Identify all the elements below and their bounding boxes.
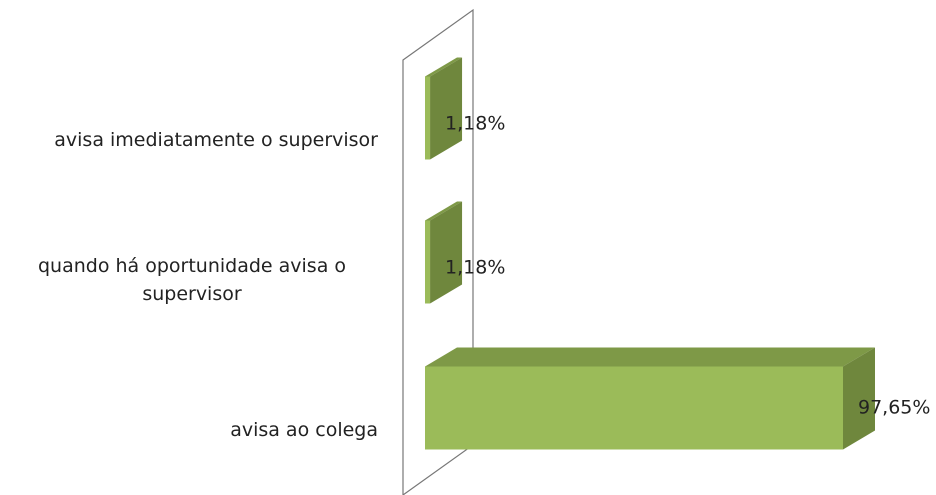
- category-label: quando há oportunidade avisa o superviso…: [37, 255, 347, 305]
- bar-side: [430, 201, 463, 304]
- bar-top: [425, 347, 875, 367]
- bar: [425, 201, 463, 304]
- bar-side: [430, 57, 463, 160]
- category-label: avisa imediatamente o supervisor: [54, 129, 378, 151]
- bar-top: [425, 201, 463, 221]
- bar-front: [425, 366, 843, 450]
- category-label: avisa ao colega: [230, 419, 378, 441]
- bar: [425, 347, 875, 450]
- value-label: 1,18%: [445, 257, 505, 279]
- bar: [425, 57, 463, 160]
- value-label: 97,65%: [858, 397, 930, 419]
- value-label: 1,18%: [445, 113, 505, 135]
- bar-side: [843, 347, 875, 450]
- bar-front: [425, 76, 431, 160]
- bar-front: [425, 220, 431, 304]
- bar-top: [425, 57, 463, 77]
